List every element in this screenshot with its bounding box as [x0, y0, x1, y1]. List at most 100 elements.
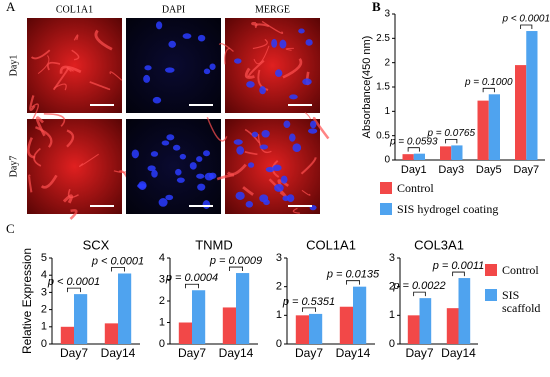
cell-fiber — [94, 29, 113, 51]
panel-label: A — [6, 0, 16, 14]
micrograph — [27, 18, 123, 126]
nucleus — [234, 58, 242, 64]
cell-fiber — [37, 55, 50, 75]
significance-bracket — [67, 287, 81, 293]
p-value: p < 0.0001 — [47, 276, 100, 288]
y-tick-label: 2 — [41, 304, 47, 316]
nucleus — [179, 153, 187, 160]
nucleus — [209, 63, 216, 71]
cell-fiber — [312, 117, 330, 140]
bar — [178, 322, 192, 344]
nucleus — [235, 191, 245, 200]
micrograph — [126, 18, 221, 113]
y-tick-label: 1 — [389, 309, 395, 321]
p-value: p = 0.0004 — [165, 272, 218, 284]
x-tick-label: Day3 — [438, 164, 464, 176]
p-value: p = 0.0009 — [209, 255, 262, 267]
y-tick-label: 0 — [41, 338, 47, 350]
nucleus — [259, 86, 266, 95]
nucleus — [233, 139, 243, 145]
cell-fiber — [268, 178, 287, 198]
cell-fiber — [244, 67, 255, 79]
nucleus — [308, 128, 318, 134]
nucleus — [261, 129, 270, 138]
bar — [515, 65, 527, 160]
cell-fiber — [254, 23, 270, 29]
chart-title: COL3A1 — [414, 237, 464, 252]
micrograph-bg — [126, 119, 221, 214]
cell-fiber — [66, 129, 75, 148]
y-tick-label: 2 — [159, 295, 165, 307]
bar — [295, 315, 309, 344]
p-value: p = 0.0135 — [326, 269, 380, 281]
p-value: p = 0.5351 — [282, 296, 335, 308]
cell-fiber — [89, 81, 111, 91]
legend-swatch — [380, 203, 392, 215]
bar — [419, 298, 432, 344]
nucleus — [197, 34, 206, 42]
nucleus — [196, 156, 203, 162]
y-tick-label: 1 — [276, 309, 282, 321]
cell-fiber — [69, 209, 78, 220]
column-label: MERGE — [255, 4, 290, 15]
nucleus — [289, 94, 298, 100]
cell-fiber — [218, 43, 234, 52]
row-label: Day1 — [8, 55, 19, 77]
cell-fiber — [300, 157, 317, 175]
significance-bracket — [482, 87, 495, 93]
legend-swatch — [485, 264, 497, 276]
cell-fiber — [248, 59, 265, 78]
y-tick-label: 0 — [276, 338, 282, 350]
nucleus — [168, 40, 177, 48]
cell-fiber — [27, 137, 36, 159]
legend-swatch — [380, 182, 392, 194]
significance-bracket — [185, 283, 199, 289]
legend-label: SIS hydrogel coating — [397, 202, 499, 216]
x-tick-label: Day1 — [401, 164, 427, 176]
cell-fiber — [224, 47, 230, 65]
nucleus — [176, 177, 185, 183]
nucleus — [196, 173, 205, 179]
p-value: p < 0.0001 — [91, 255, 144, 267]
bar — [339, 306, 353, 344]
nucleus — [265, 166, 275, 173]
bar — [118, 273, 132, 344]
nucleus — [271, 38, 278, 48]
bar — [402, 154, 414, 160]
p-value: p = 0.0022 — [392, 280, 445, 292]
nucleus — [247, 162, 255, 168]
nucleus — [166, 134, 175, 141]
y-tick-label: 1 — [41, 321, 47, 333]
significance-bracket — [111, 267, 125, 272]
cell-fiber — [29, 95, 36, 112]
nucleus — [272, 164, 282, 172]
bar — [488, 94, 500, 160]
cell-fiber — [301, 189, 311, 196]
nucleus — [274, 183, 284, 192]
nucleus — [279, 39, 287, 49]
cell-fiber — [28, 174, 33, 193]
cell-fiber — [257, 134, 272, 153]
legend-item: Control — [380, 182, 498, 195]
nucleus — [147, 165, 156, 172]
x-tick-label: Day7 — [178, 346, 206, 360]
x-tick-label: Day7 — [513, 164, 539, 176]
panel-label: C — [6, 221, 15, 236]
nucleus — [151, 169, 158, 178]
y-axis-label: Relative Expression — [20, 248, 34, 354]
nucleus — [150, 151, 159, 157]
nucleus — [189, 162, 197, 170]
micrograph-bg — [27, 119, 122, 214]
legend-item: Control — [485, 264, 549, 277]
x-tick-label: Day14 — [219, 346, 254, 360]
legend-swatch — [485, 289, 497, 301]
y-tick-label: 4 — [159, 252, 165, 264]
nucleus — [144, 65, 152, 71]
legend: Control SIS scaffold — [485, 264, 549, 327]
cell-fiber — [59, 65, 82, 74]
nucleus — [209, 172, 217, 179]
y-tick-label: 3 — [159, 273, 165, 285]
cell-fiber — [242, 186, 254, 196]
bar — [526, 31, 538, 161]
